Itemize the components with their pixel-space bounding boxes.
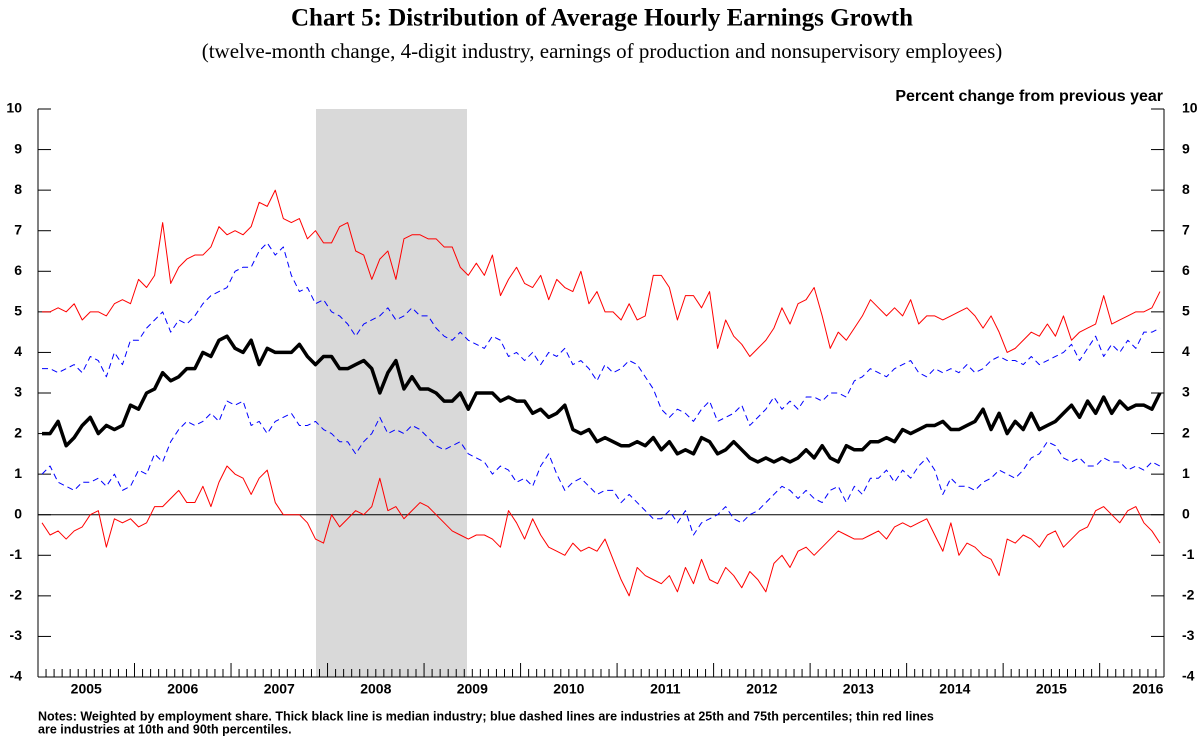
y-tick-label: 0: [1182, 505, 1190, 521]
x-tick-label: 2011: [650, 681, 681, 697]
y-tick-label: 5: [1182, 303, 1190, 319]
series-line: [42, 189, 1161, 357]
y-tick-label: -2: [1182, 587, 1195, 603]
series-line: [41, 465, 1161, 597]
y-tick-label: 8: [14, 181, 22, 197]
y-tick-label: 5: [14, 303, 22, 319]
y-tick-label: -2: [10, 587, 23, 603]
series-line: [42, 334, 1162, 464]
chart-subtitle: (twelve-month change, 4-digit industry, …: [202, 39, 1003, 63]
recession-shading: [316, 109, 467, 677]
y-tick-label: 1: [14, 465, 22, 481]
y-tick-label: 10: [1182, 100, 1198, 116]
x-tick-label: 2012: [746, 681, 777, 697]
notes: are industries at 10th and 90th percenti…: [38, 722, 292, 736]
chart-title: Chart 5: Distribution of Average Hourly …: [291, 5, 913, 32]
x-tick-label: 2016: [1132, 681, 1163, 697]
x-tick-label: 2015: [1036, 681, 1067, 697]
series-line: [42, 242, 1161, 426]
notes: Notes: Weighted by employment share. Thi…: [38, 709, 934, 723]
y-tick-label: 9: [1182, 140, 1190, 156]
x-tick-label: 2008: [360, 681, 391, 697]
y-tick-label: 8: [1182, 181, 1190, 197]
x-tick-label: 2005: [71, 681, 102, 697]
y-tick-label: 9: [14, 140, 22, 156]
y-tick-label: 4: [14, 343, 22, 359]
y-tick-label: 6: [1182, 262, 1190, 278]
y-axis-label: Percent change from previous year: [895, 88, 1163, 105]
y-tick-label: 3: [14, 384, 22, 400]
y-tick-label: 10: [6, 100, 22, 116]
y-tick-label: -1: [1182, 546, 1195, 562]
y-tick-label: 4: [1182, 343, 1190, 359]
y-tick-label: 3: [1182, 384, 1190, 400]
y-tick-label: -4: [1182, 668, 1195, 684]
y-tick-label: -3: [1182, 627, 1195, 643]
y-tick-label: 7: [14, 221, 22, 237]
x-tick-label: 2010: [553, 681, 584, 697]
series-line: [41, 400, 1161, 536]
y-tick-label: -3: [10, 627, 23, 643]
y-tick-label: -1: [10, 546, 23, 562]
y-tick-label: 2: [1182, 424, 1190, 440]
y-tick-label: 6: [14, 262, 22, 278]
y-tick-label: 0: [14, 505, 22, 521]
y-tick-label: -4: [10, 668, 23, 684]
x-tick-label: 2006: [167, 681, 198, 697]
y-tick-label: 1: [1182, 465, 1190, 481]
x-tick-label: 2013: [843, 681, 874, 697]
y-tick-label: 2: [14, 424, 22, 440]
y-tick-label: 7: [1182, 221, 1190, 237]
x-tick-label: 2009: [457, 681, 488, 697]
x-tick-label: 2014: [939, 681, 970, 697]
x-tick-label: 2007: [264, 681, 295, 697]
